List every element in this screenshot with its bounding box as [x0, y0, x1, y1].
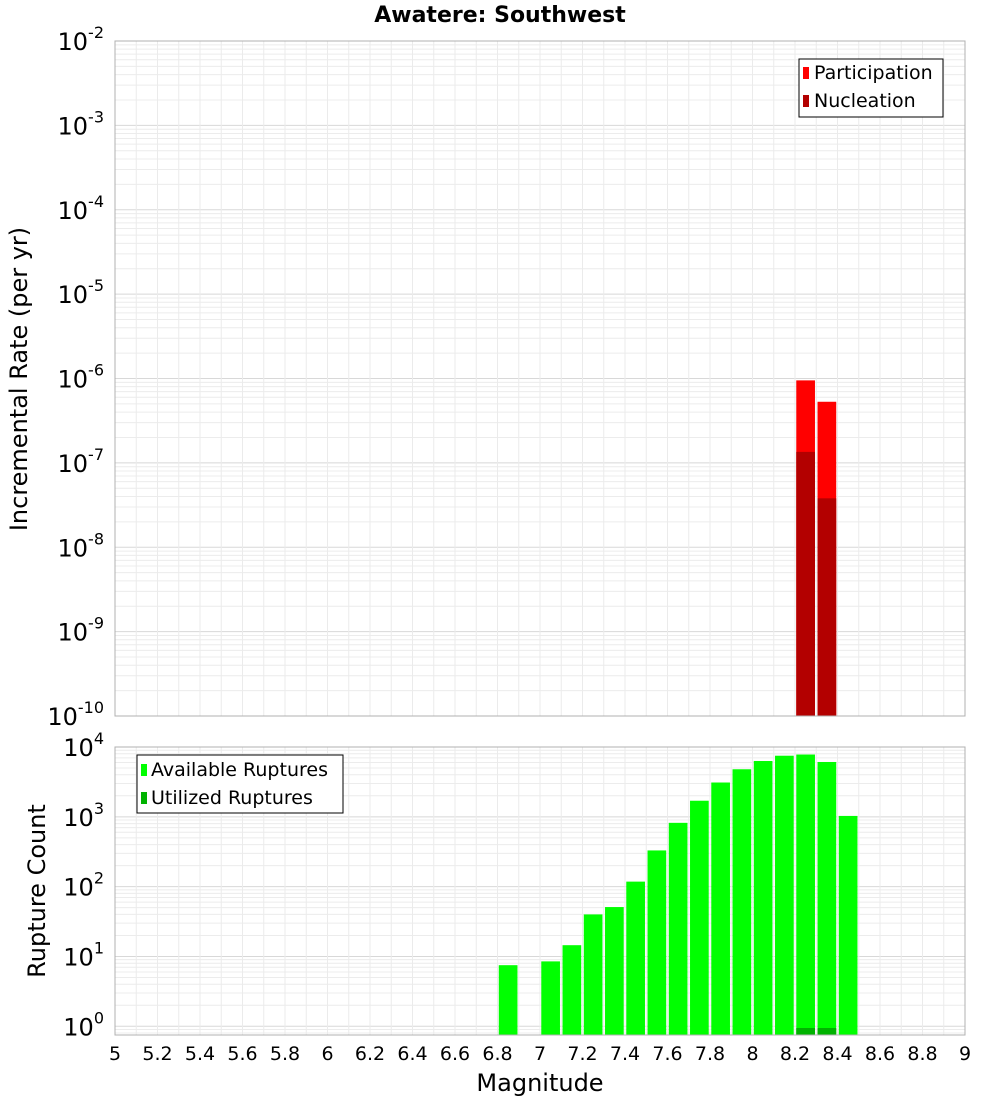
- available-ruptures-bar: [668, 822, 688, 1035]
- x-tick-label: 5.8: [270, 1043, 300, 1065]
- available-ruptures-bar: [647, 850, 667, 1035]
- available-ruptures-bar: [690, 800, 709, 1035]
- count-y-tick-label: 100: [63, 1008, 104, 1041]
- x-tick-label: 5.6: [227, 1043, 257, 1065]
- rate-y-tick-label: 10-9: [58, 614, 105, 647]
- x-tick-label: 6.8: [482, 1043, 512, 1065]
- utilized-ruptures-legend-swatch: [141, 792, 147, 804]
- available-ruptures-bar: [775, 755, 794, 1035]
- x-tick-labels: 5 5.2 5.4 5.6 5.8 6 6.2 6.4 6.6 6.8 7 7.2 7.4 7.6 7.8 8…: [109, 1043, 971, 1065]
- x-tick-label: 7.4: [610, 1043, 640, 1065]
- available-ruptures-bar: [626, 881, 645, 1035]
- x-tick-label: 6: [321, 1043, 333, 1065]
- available-ruptures-bar: [541, 961, 560, 1035]
- participation-legend-swatch: [803, 67, 809, 79]
- rate-bars: [796, 380, 837, 716]
- x-tick-label: 5: [109, 1043, 121, 1065]
- available-ruptures-legend-label: Available Ruptures: [151, 759, 328, 781]
- count-y-tick-label: 102: [63, 869, 104, 902]
- rate-plot-frame: [114, 40, 966, 717]
- available-ruptures-bar: [753, 761, 773, 1035]
- x-tick-label: 8.2: [780, 1043, 810, 1065]
- nucleation-bar: [796, 451, 815, 716]
- rate-grid: [114, 40, 966, 717]
- x-tick-label: 7.6: [652, 1043, 682, 1065]
- x-tick-label: 5.4: [185, 1043, 215, 1065]
- count-y-tick-labels: 100 101 102 103 104: [63, 729, 104, 1041]
- x-tick-label: 7: [534, 1043, 546, 1065]
- x-tick-label: 8.8: [907, 1043, 937, 1065]
- x-tick-label: 5.2: [142, 1043, 172, 1065]
- x-tick-label: 9: [959, 1043, 971, 1065]
- rate-y-tick-label: 10-3: [58, 107, 105, 140]
- x-tick-label: 7.2: [567, 1043, 597, 1065]
- count-y-tick-label: 103: [63, 799, 104, 832]
- available-ruptures-bar: [838, 815, 858, 1035]
- nucleation-legend-swatch: [803, 95, 809, 107]
- participation-legend-label: Participation: [814, 62, 933, 84]
- utilized-ruptures-bar: [796, 1028, 815, 1035]
- available-ruptures-bar: [711, 782, 730, 1035]
- x-tick-label: 8.6: [865, 1043, 895, 1065]
- count-panel: 100 101 102 103 104 5 5.2 5.4 5.6 5.8 6 6.2 6.4 6.6 6…: [23, 729, 971, 1097]
- available-ruptures-bar: [732, 769, 752, 1035]
- rate-y-tick-label: 10-8: [58, 529, 105, 562]
- x-tick-label: 8.4: [822, 1043, 852, 1065]
- rate-panel: 10-10 10-9 10-8 10-7 10-6 10-5 10-4 10-3 10-2 In…: [5, 23, 966, 731]
- count-y-tick-label: 104: [63, 729, 104, 762]
- available-ruptures-bar: [817, 761, 837, 1035]
- nucleation-bar: [817, 498, 837, 716]
- x-tick-label: 7.8: [695, 1043, 725, 1065]
- available-ruptures-bar: [562, 945, 582, 1035]
- rate-y-tick-label: 10-2: [58, 23, 105, 56]
- rate-y-tick-labels: 10-10 10-9 10-8 10-7 10-6 10-5 10-4 10-3 10-2: [47, 23, 104, 731]
- x-tick-label: 6.4: [397, 1043, 427, 1065]
- rate-y-tick-label: 10-6: [58, 361, 105, 394]
- available-ruptures-bar: [605, 907, 624, 1035]
- x-axis-label: Magnitude: [476, 1069, 603, 1097]
- count-legend: Available Ruptures Utilized Ruptures: [136, 754, 344, 814]
- x-tick-label: 6.2: [355, 1043, 385, 1065]
- count-legend-box: [136, 754, 344, 814]
- count-bars: [498, 754, 858, 1035]
- rate-y-tick-label: 10-10: [47, 698, 104, 731]
- rate-y-axis-label: Incremental Rate (per yr): [5, 227, 33, 531]
- available-ruptures-bar: [498, 965, 518, 1035]
- available-ruptures-bar: [796, 754, 815, 1035]
- nucleation-legend-label: Nucleation: [814, 90, 916, 112]
- rate-y-tick-label: 10-4: [58, 192, 105, 225]
- rate-legend-box: [798, 58, 944, 118]
- x-tick-label: 8: [746, 1043, 758, 1065]
- count-y-tick-label: 101: [63, 938, 104, 971]
- count-plot-frame: [114, 746, 966, 1036]
- count-y-axis-label: Rupture Count: [23, 804, 51, 978]
- rate-y-tick-label: 10-7: [58, 445, 105, 478]
- utilized-ruptures-legend-label: Utilized Ruptures: [151, 787, 313, 809]
- available-ruptures-bar: [583, 914, 603, 1035]
- x-tick-label: 6.6: [440, 1043, 470, 1065]
- available-ruptures-legend-swatch: [141, 764, 147, 776]
- utilized-ruptures-bar: [817, 1028, 837, 1035]
- rate-legend: Participation Nucleation: [798, 58, 944, 118]
- chart-title: Awatere: Southwest: [374, 3, 626, 28]
- rate-y-tick-label: 10-5: [58, 276, 105, 309]
